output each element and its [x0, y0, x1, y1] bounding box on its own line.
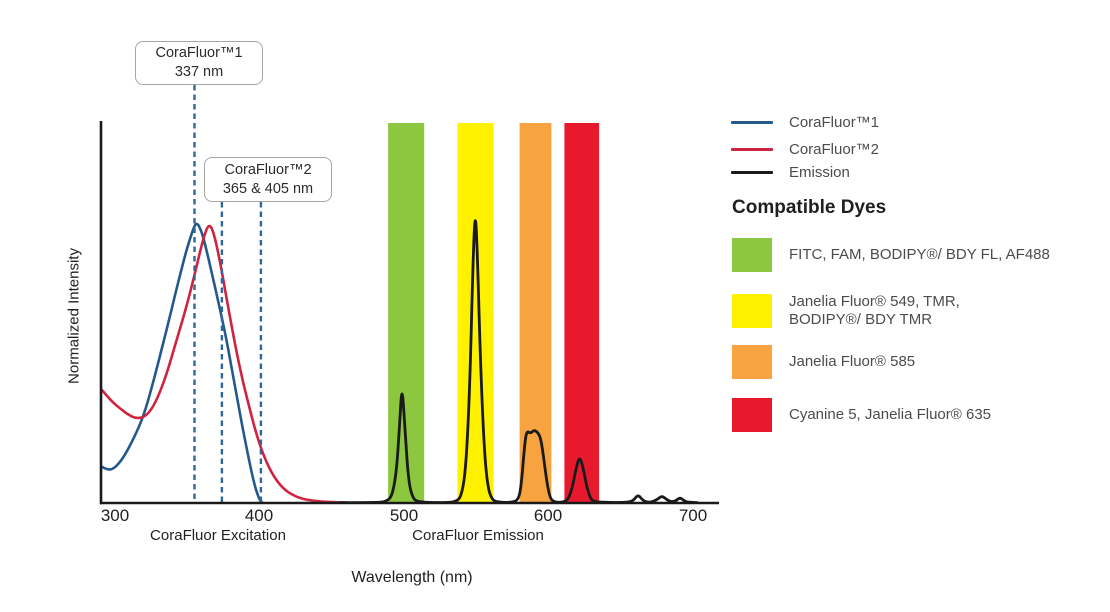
legend-item-emission: Emission	[731, 163, 850, 181]
x-tick-500: 500	[389, 506, 419, 525]
y-axis-label: Normalized Intensity	[65, 248, 83, 384]
x-tick-600: 600	[533, 506, 563, 525]
dye-row-yellow: Janelia Fluor® 549, TMR, BODIPY®/ BDY TM…	[732, 293, 960, 328]
dye-label-red: Cyanine 5, Janelia Fluor® 635	[789, 406, 992, 424]
emission-band-3	[564, 123, 600, 503]
callout-corafluor2: CoraFluor™2 365 & 405 nm	[204, 157, 332, 202]
x-axis-label: Wavelength (nm)	[351, 569, 473, 586]
legend-line-corafluor1	[731, 120, 773, 124]
dye-row-orange: Janelia Fluor® 585	[732, 345, 915, 379]
legend-item-corafluor1: CoraFluor™1	[731, 113, 880, 131]
legend-line-emission	[731, 170, 773, 174]
legend-label-corafluor2: CoraFluor™2	[789, 140, 880, 158]
series-corafluor1-excitation	[100, 222, 263, 504]
x-tick-300: 300	[100, 506, 130, 525]
legend-line-corafluor2	[731, 147, 773, 151]
callout-corafluor1: CoraFluor™1 337 nm	[135, 41, 263, 85]
dye-label-orange: Janelia Fluor® 585	[789, 353, 916, 371]
dye-swatch-orange	[732, 345, 772, 379]
dye-row-red: Cyanine 5, Janelia Fluor® 635	[732, 398, 991, 432]
legend-label-emission: Emission	[789, 163, 850, 181]
dye-swatch-green	[732, 238, 772, 272]
callout-corafluor2-title: CoraFluor™2	[224, 161, 312, 178]
excitation-section-label: CoraFluor Excitation	[150, 527, 286, 544]
dye-swatch-red	[732, 398, 772, 432]
dye-row-green: FITC, FAM, BODIPY®/ BDY FL, AF488	[732, 238, 1050, 272]
x-tick-700: 700	[678, 506, 708, 525]
emission-section-label: CoraFluor Emission	[412, 527, 544, 544]
x-tick-400: 400	[244, 506, 274, 525]
emission-band-1	[457, 123, 494, 503]
legend-label-corafluor1: CoraFluor™1	[789, 113, 880, 131]
dye-swatch-yellow	[732, 293, 772, 328]
callout-corafluor2-value: 365 & 405 nm	[222, 180, 314, 197]
dye-label-yellow: Janelia Fluor® 549, TMR, BODIPY®/ BDY TM…	[789, 293, 960, 328]
series-corafluor2-excitation	[100, 224, 348, 504]
compatible-dyes-heading: Compatible Dyes	[732, 197, 887, 218]
callout-corafluor1-value: 337 nm	[174, 64, 224, 80]
dye-label-green: FITC, FAM, BODIPY®/ BDY FL, AF488	[789, 246, 1050, 264]
legend-item-corafluor2: CoraFluor™2	[731, 140, 880, 158]
callout-corafluor1-title: CoraFluor™1	[155, 45, 243, 61]
